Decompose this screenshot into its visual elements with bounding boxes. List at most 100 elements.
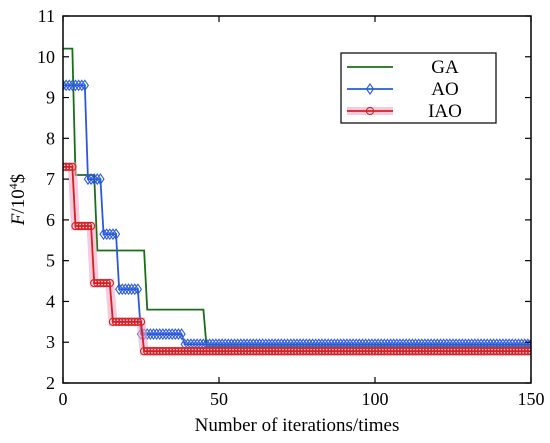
series-iao-marker <box>155 347 164 356</box>
series-iao-marker <box>242 347 252 356</box>
series-iao-marker <box>451 347 461 356</box>
series-iao-marker <box>80 221 89 231</box>
series-iao-marker <box>239 347 249 356</box>
series-iao-marker <box>108 317 118 326</box>
series-iao-marker <box>423 347 433 356</box>
series-ao-marker <box>71 79 80 92</box>
legend-item-ao: AO <box>347 79 459 100</box>
x-axis-label: Number of iterations/times <box>195 415 400 436</box>
series-iao-marker <box>143 347 152 356</box>
series-iao-marker <box>523 347 531 356</box>
series-iao-marker <box>217 347 227 356</box>
series-iao-marker <box>177 347 186 356</box>
series-ao-marker <box>86 173 96 186</box>
y-tick-label: 4 <box>46 291 55 311</box>
series-iao-marker <box>227 347 236 356</box>
series-iao-marker <box>364 347 373 356</box>
series-ao-marker <box>130 283 139 296</box>
legend-marker <box>365 106 375 116</box>
series-iao-marker <box>486 347 495 356</box>
series-ao-marker <box>83 173 93 186</box>
series-iao-marker <box>439 347 448 356</box>
series-iao-marker <box>133 317 143 326</box>
series-iao-line <box>63 165 531 353</box>
series-iao-marker <box>280 347 289 356</box>
series-iao-marker <box>299 347 308 356</box>
series-iao-marker <box>505 347 514 356</box>
y-tick-label: 6 <box>46 210 55 230</box>
x-tick-label: 50 <box>210 389 228 409</box>
series-iao-marker <box>470 347 479 356</box>
y-axis-label-suffix: $ <box>8 174 29 184</box>
series-iao-marker <box>183 347 192 356</box>
series-ao-marker <box>68 79 77 92</box>
y-axis-label-unit: /10 <box>8 189 29 213</box>
legend-label: AO <box>431 79 458 100</box>
series-ao-marker <box>90 173 99 186</box>
series-iao-marker <box>473 347 483 356</box>
series-iao-marker <box>333 347 342 356</box>
series-ga <box>63 47 531 348</box>
series-iao-marker <box>427 347 436 356</box>
series-iao-marker <box>324 347 333 356</box>
plot-frame <box>62 15 532 384</box>
series-iao-marker <box>277 347 286 356</box>
series-iao-marker <box>292 347 302 356</box>
series-iao-marker <box>408 347 417 356</box>
series-ao-marker <box>124 283 133 296</box>
series-ao-marker <box>152 328 161 341</box>
series-ao-marker <box>177 328 186 341</box>
series-ao-marker <box>155 328 164 341</box>
y-tick-label: 8 <box>46 128 55 148</box>
series-iao-marker <box>358 347 367 356</box>
series-iao-marker <box>127 317 136 326</box>
series-iao-marker <box>342 347 352 356</box>
series-ao-marker <box>158 328 168 341</box>
series-ao-marker <box>65 79 74 92</box>
legend-item-ga: GA <box>347 57 459 78</box>
series-iao-marker <box>395 347 405 356</box>
series-iao-marker <box>264 347 274 356</box>
series-ao-marker <box>96 173 105 186</box>
series-iao-marker <box>483 347 492 356</box>
series-iao-marker <box>118 317 127 326</box>
series-iao-marker <box>430 347 439 356</box>
series-ao-marker <box>171 328 180 341</box>
series-iao-marker <box>121 317 130 326</box>
series-iao-marker <box>383 347 392 356</box>
y-tick-label: 3 <box>46 332 55 352</box>
series-iao-marker <box>136 317 146 326</box>
series-iao-marker <box>83 221 93 231</box>
x-tick-label: 100 <box>362 389 389 409</box>
series-iao-marker <box>511 347 520 356</box>
series-ao-marker <box>77 79 86 92</box>
series-ao-marker <box>111 228 121 241</box>
y-tick-label: 2 <box>46 373 55 393</box>
series-iao-marker <box>283 347 292 356</box>
series-iao-marker <box>161 347 171 356</box>
series-iao-marker <box>448 347 458 356</box>
series-iao-marker <box>102 278 111 288</box>
series-iao-marker <box>305 347 314 356</box>
series-iao-marker <box>174 347 183 356</box>
series-iao-halo <box>63 162 531 356</box>
legend-label: IAO <box>428 101 462 122</box>
series-iao-marker <box>501 347 511 356</box>
series-iao-marker <box>90 278 99 288</box>
series-iao-marker <box>267 347 277 356</box>
series-ao-marker <box>74 79 83 92</box>
series-iao-marker <box>252 347 261 356</box>
series-iao-marker <box>189 347 199 356</box>
series-iao-marker <box>186 347 196 356</box>
series-ao-marker <box>161 328 171 341</box>
series-iao-marker <box>152 347 161 356</box>
series-ao-marker <box>174 328 183 341</box>
series-iao-marker <box>124 317 133 326</box>
series-iao-marker <box>361 347 370 356</box>
series-ao-marker <box>133 283 143 296</box>
series-iao-marker <box>392 347 401 356</box>
y-axis-label-variable: F <box>8 213 29 226</box>
series-ao-marker <box>114 283 124 296</box>
x-tick-label: 0 <box>59 389 68 409</box>
series-iao-marker <box>233 347 242 356</box>
